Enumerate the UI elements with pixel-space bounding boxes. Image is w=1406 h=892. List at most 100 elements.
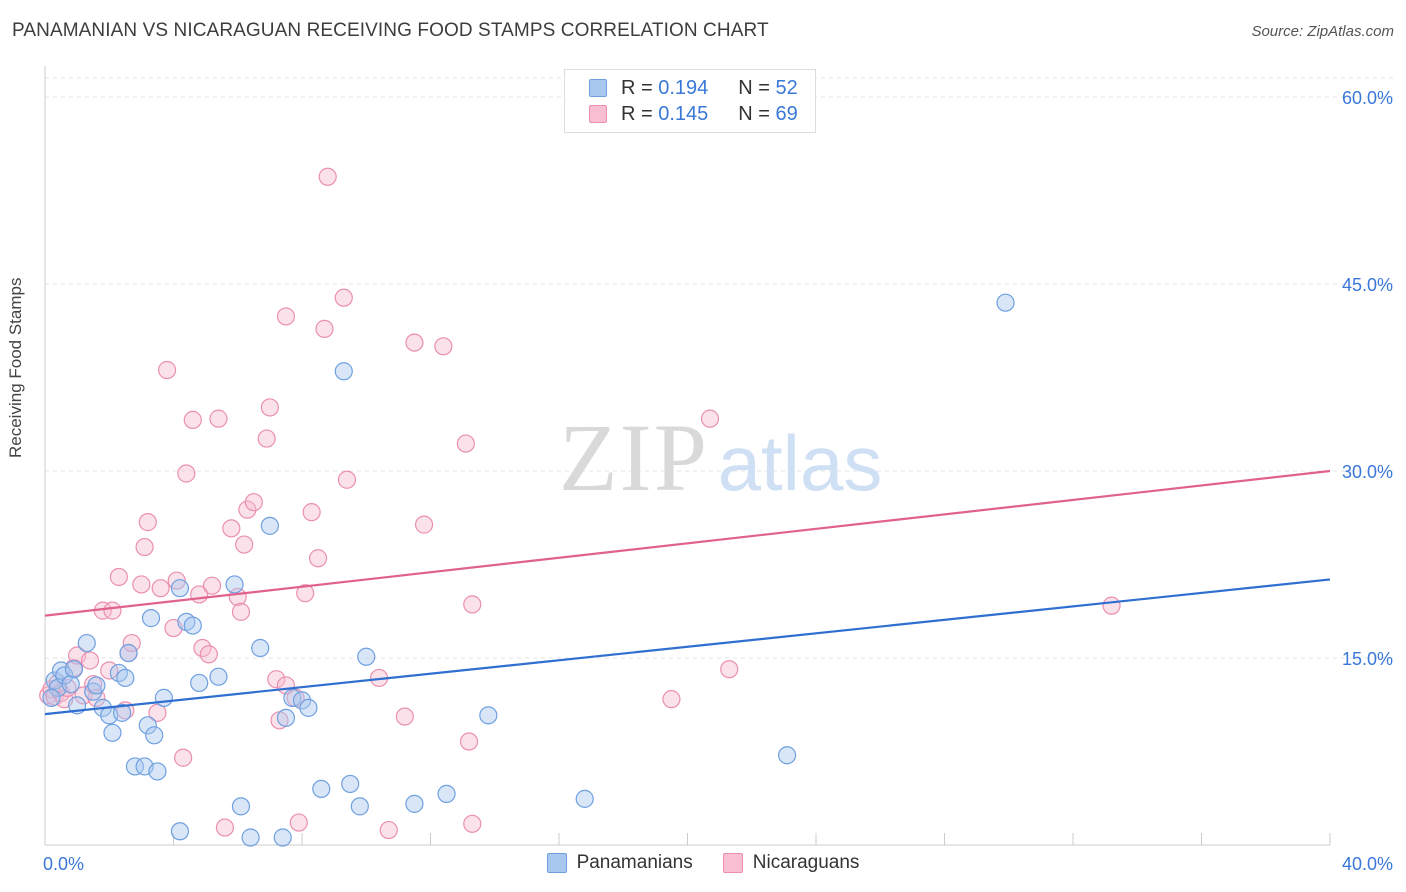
data-point-nicaraguans	[662, 690, 681, 709]
data-point-nicaraguans	[318, 167, 337, 186]
data-point-nicaraguans	[720, 660, 739, 679]
data-point-panamanians	[251, 638, 270, 658]
data-point-nicaraguans	[151, 579, 170, 598]
data-point-panamanians	[334, 362, 353, 381]
watermark-atlas: atlas	[718, 419, 883, 507]
data-point-panamanians	[87, 676, 106, 695]
tick-labels: 15.0% 30.0% 45.0% 60.0% 0.0% 40.0%	[43, 88, 1393, 874]
data-point-nicaraguans	[202, 576, 222, 595]
data-point-nicaraguans	[103, 601, 122, 620]
data-point-nicaraguans	[148, 703, 167, 722]
trend-line-panamanians	[44, 578, 1331, 716]
data-point-panamanians	[119, 643, 138, 663]
data-point-nicaraguans	[456, 434, 475, 453]
data-point-panamanians	[209, 667, 228, 686]
data-point-nicaraguans	[209, 409, 228, 428]
data-point-nicaraguans	[267, 670, 286, 689]
data-point-panamanians	[276, 708, 296, 727]
data-point-panamanians	[996, 293, 1015, 312]
watermark-zip: ZIP	[559, 404, 709, 511]
data-point-nicaraguans	[183, 410, 202, 429]
y-tick-label: 45.0%	[1342, 275, 1393, 295]
data-point-panamanians	[145, 726, 164, 745]
trend-lines	[44, 469, 1331, 716]
y-tick-label: 15.0%	[1342, 649, 1393, 669]
data-point-nicaraguans	[260, 398, 279, 417]
data-point-panamanians	[241, 828, 260, 847]
trend-line-nicaraguans	[44, 469, 1331, 617]
data-point-panamanians	[225, 575, 244, 594]
legend-label-panamanians: Panamanians	[576, 852, 693, 873]
data-point-nicaraguans	[174, 748, 193, 767]
data-point-panamanians	[154, 688, 173, 707]
y-tick-label: 30.0%	[1342, 462, 1393, 482]
grid-lines	[45, 77, 1395, 659]
data-point-nicaraguans	[244, 493, 263, 512]
x-tick-label: 0.0%	[43, 854, 84, 874]
series-legend: Panamanians Nicaraguans	[0, 852, 1406, 874]
legend-swatch-nicaraguans	[589, 105, 607, 123]
stats-legend: R = 0.194 N = 52 R = 0.145 N = 69	[564, 69, 816, 133]
data-point-nicaraguans	[1102, 596, 1121, 615]
data-point-nicaraguans	[215, 818, 234, 837]
data-point-panamanians	[51, 661, 71, 680]
data-point-nicaraguans	[199, 645, 218, 664]
data-point-nicaraguans	[80, 651, 100, 670]
data-point-nicaraguans	[122, 633, 141, 653]
legend-r-label: R =	[621, 102, 653, 125]
legend-r-value: 0.194	[658, 76, 709, 99]
y-tick-label: 60.0%	[1342, 88, 1393, 108]
legend-row-nicaraguans: R = 0.145 N = 69	[589, 102, 798, 126]
data-point-nicaraguans	[135, 537, 154, 557]
data-point-panamanians	[479, 706, 498, 725]
data-point-panamanians	[357, 647, 376, 666]
data-point-nicaraguans	[395, 707, 414, 726]
data-point-panamanians	[405, 794, 424, 813]
data-point-panamanians	[112, 703, 132, 722]
legend-row-panamanians: R = 0.194 N = 52	[589, 76, 798, 100]
data-point-panamanians	[103, 723, 122, 742]
data-point-nicaraguans	[132, 575, 151, 594]
legend-item-nicaraguans[interactable]: Nicaraguans	[722, 852, 860, 874]
data-point-nicaraguans	[289, 813, 308, 832]
data-point-panamanians	[273, 828, 292, 847]
data-point-nicaraguans	[296, 584, 315, 603]
data-point-nicaraguans	[379, 820, 398, 840]
data-point-panamanians	[77, 633, 96, 653]
data-point-panamanians	[437, 784, 456, 803]
legend-swatch-nicaraguans	[722, 853, 743, 873]
data-point-panamanians	[299, 698, 318, 717]
data-point-nicaraguans	[109, 567, 128, 587]
data-point-panamanians	[64, 660, 84, 679]
data-point-nicaraguans	[700, 409, 720, 428]
legend-n-value: 52	[775, 76, 798, 99]
data-point-panamanians	[231, 797, 251, 816]
legend-n-label: N =	[738, 76, 770, 99]
x-tick-label: 40.0%	[1342, 854, 1393, 874]
data-point-panamanians	[575, 789, 594, 808]
data-point-panamanians	[125, 757, 145, 776]
data-points	[39, 167, 1121, 847]
legend-n-value: 69	[775, 102, 798, 125]
data-point-nicaraguans	[231, 602, 251, 621]
data-point-panamanians	[148, 762, 167, 781]
data-point-panamanians	[777, 746, 797, 765]
legend-item-panamanians[interactable]: Panamanians	[546, 852, 693, 874]
data-point-panamanians	[341, 774, 360, 794]
data-point-nicaraguans	[302, 503, 321, 522]
data-point-nicaraguans	[405, 333, 424, 352]
data-point-panamanians	[292, 691, 312, 710]
data-point-nicaraguans	[222, 519, 241, 538]
data-point-nicaraguans	[177, 464, 196, 483]
axes	[44, 66, 1331, 846]
legend-label-nicaraguans: Nicaraguans	[752, 852, 860, 873]
legend-r-label: R =	[621, 76, 653, 99]
data-point-panamanians	[350, 797, 369, 816]
source-label: Source: ZipAtlas.com	[1251, 23, 1394, 40]
data-point-nicaraguans	[257, 429, 276, 448]
data-point-panamanians	[42, 688, 61, 707]
data-point-nicaraguans	[238, 500, 257, 519]
data-point-panamanians	[170, 579, 190, 598]
watermark: ZIP atlas	[559, 404, 882, 511]
data-point-nicaraguans	[414, 515, 434, 534]
